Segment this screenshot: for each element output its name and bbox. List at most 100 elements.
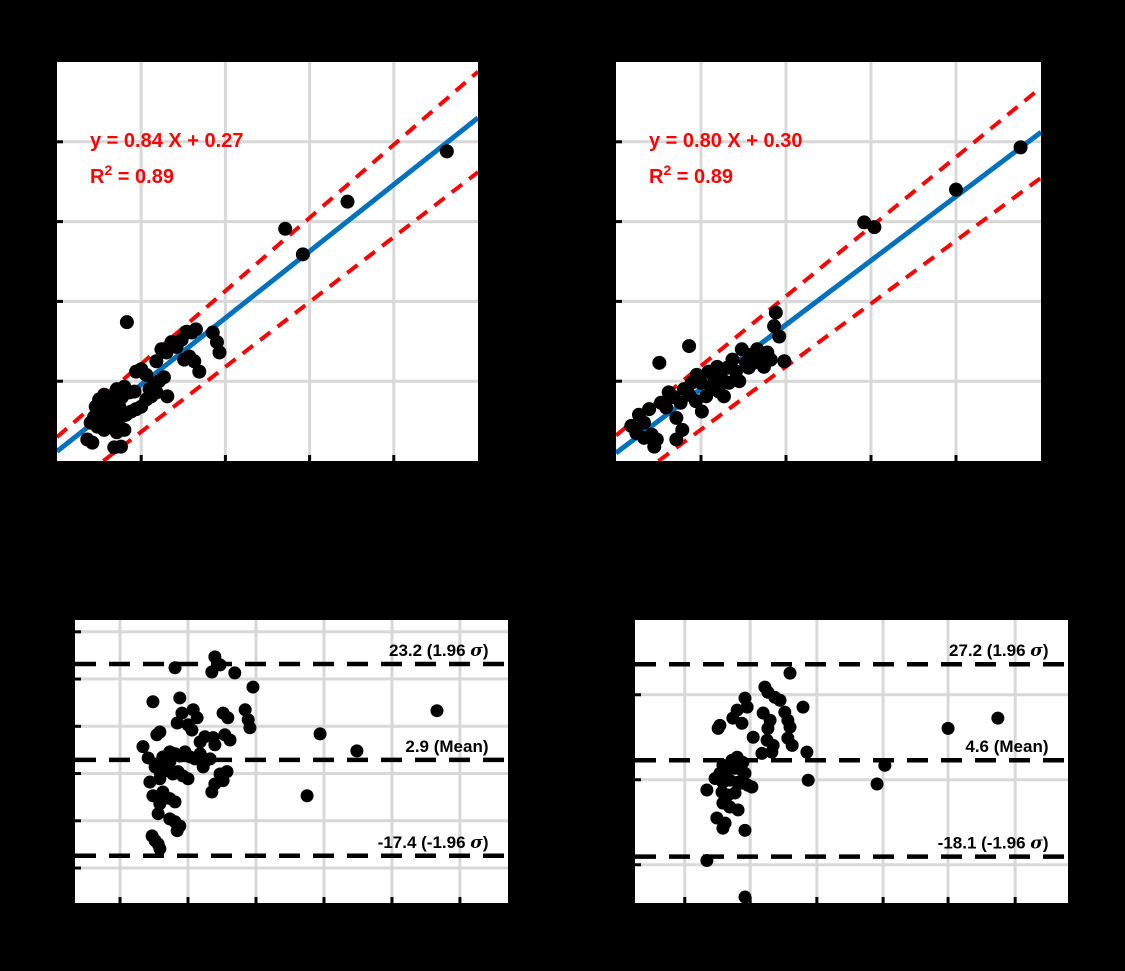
scatter-point (136, 740, 150, 754)
scatter-point (196, 760, 210, 774)
scatter-point (755, 746, 769, 760)
plot-area: 27.2 (1.96 σ) 4.6 (Mean) -18.1 (-1.96 σ) (635, 620, 1068, 903)
equation-text: y = 0.80 X + 0.30 (649, 130, 802, 152)
scatter-point (221, 711, 235, 725)
scatter-point (139, 367, 154, 382)
regression-plot-left: y = 0.84 X + 0.27 R2 = 0.89 (57, 62, 478, 461)
scatter-point (768, 305, 783, 320)
scatter-point (870, 777, 884, 791)
scatter-point (763, 352, 778, 367)
scatter-point (146, 695, 160, 709)
scatter-point (745, 780, 759, 794)
scatter-point (212, 345, 227, 360)
scatter-point (193, 735, 207, 749)
scatter-point (746, 730, 760, 744)
regression-plot-right: y = 0.80 X + 0.30 R2 = 0.89 (616, 62, 1041, 461)
scatter-point (313, 727, 327, 741)
scatter-point (159, 345, 174, 360)
scatter-point (243, 721, 257, 735)
scatter-point (208, 738, 222, 752)
scatter-point (669, 410, 684, 425)
scatter-point (238, 703, 252, 717)
scatter-point (216, 774, 230, 788)
scatter-point (700, 783, 714, 797)
r2-text: R2 = 0.89 (649, 162, 733, 188)
scatter-point (772, 329, 787, 344)
scatter-point (800, 745, 814, 759)
scatter-point (187, 354, 202, 369)
scatter-point (777, 354, 792, 369)
scatter-point (170, 716, 184, 730)
scatter-point (642, 402, 657, 417)
scatter-point (153, 842, 167, 856)
scatter-point (732, 374, 747, 389)
scatter-point (801, 773, 815, 787)
scatter-point (949, 182, 963, 197)
scatter-point (652, 355, 667, 370)
scatter-point (85, 435, 100, 450)
scatter-point (1013, 140, 1028, 155)
scatter-point (107, 440, 122, 455)
scatter-point (629, 426, 644, 441)
bland-altman-plot-right: 27.2 (1.96 σ) 4.6 (Mean) -18.1 (-1.96 σ) (635, 620, 1068, 903)
ci-lower-line (657, 176, 1041, 461)
scatter-point (675, 422, 690, 437)
scatter-point (188, 322, 203, 337)
scatter-point (119, 315, 134, 330)
scatter-point (659, 400, 674, 415)
scatter-point (149, 354, 164, 369)
scatter-point (767, 319, 782, 334)
mean-label: 2.9 (Mean) (405, 737, 488, 756)
scatter-point (710, 359, 725, 374)
plot-area: 23.2 (1.96 σ) 2.9 (Mean) -17.4 (-1.96 σ) (75, 620, 508, 903)
scatter-point (878, 758, 892, 772)
scatter-point (173, 691, 187, 705)
scatter-point (109, 425, 124, 440)
scatter-point (728, 786, 742, 800)
scatter-point (127, 384, 142, 399)
scatter-point (175, 706, 189, 720)
scatter-point (340, 194, 355, 209)
scatter-point (295, 247, 310, 262)
scatter-point (785, 738, 799, 752)
scatter-point (738, 890, 752, 903)
scatter-point (181, 772, 195, 786)
scatter-point (160, 389, 175, 404)
mean-label: 4.6 (Mean) (965, 737, 1048, 756)
scatter-point (637, 415, 652, 430)
plot-area: y = 0.80 X + 0.30 R2 = 0.89 (616, 62, 1041, 461)
scatter-point (153, 772, 167, 786)
scatter-point (205, 665, 219, 679)
scatter-point (246, 680, 260, 694)
r2-text: R2 = 0.89 (90, 162, 174, 188)
loa-upper-label: 27.2 (1.96 σ) (949, 641, 1049, 661)
scatter-point (430, 704, 444, 718)
equation-text: y = 0.84 X + 0.27 (90, 130, 243, 152)
scatter-point (185, 723, 199, 737)
scatter-point (694, 404, 709, 419)
scatter-point (300, 789, 314, 803)
scatter-point (439, 144, 454, 159)
scatter-point (761, 721, 775, 735)
scatter-point (783, 666, 797, 680)
scatter-point (168, 795, 182, 809)
scatter-point (941, 721, 955, 735)
scatter-point (350, 744, 364, 758)
loa-lower-label: -17.4 (-1.96 σ) (378, 833, 489, 853)
scatter-point (647, 439, 662, 454)
scatter-point (735, 716, 749, 730)
scatter-point (190, 711, 204, 725)
ci-upper-line (57, 70, 478, 439)
scatter-point (867, 220, 882, 235)
scatter-point (143, 775, 157, 789)
ci-lower-line (102, 170, 478, 461)
scatter-point (773, 693, 787, 707)
scatter-point (156, 370, 171, 385)
bland-altman-plot-left: 23.2 (1.96 σ) 2.9 (Mean) -17.4 (-1.96 σ) (75, 620, 508, 903)
scatter-point (731, 803, 745, 817)
scatter-point (205, 785, 219, 799)
scatter-point (228, 666, 242, 680)
scatter-point (278, 221, 293, 236)
scatter-point (716, 389, 731, 404)
